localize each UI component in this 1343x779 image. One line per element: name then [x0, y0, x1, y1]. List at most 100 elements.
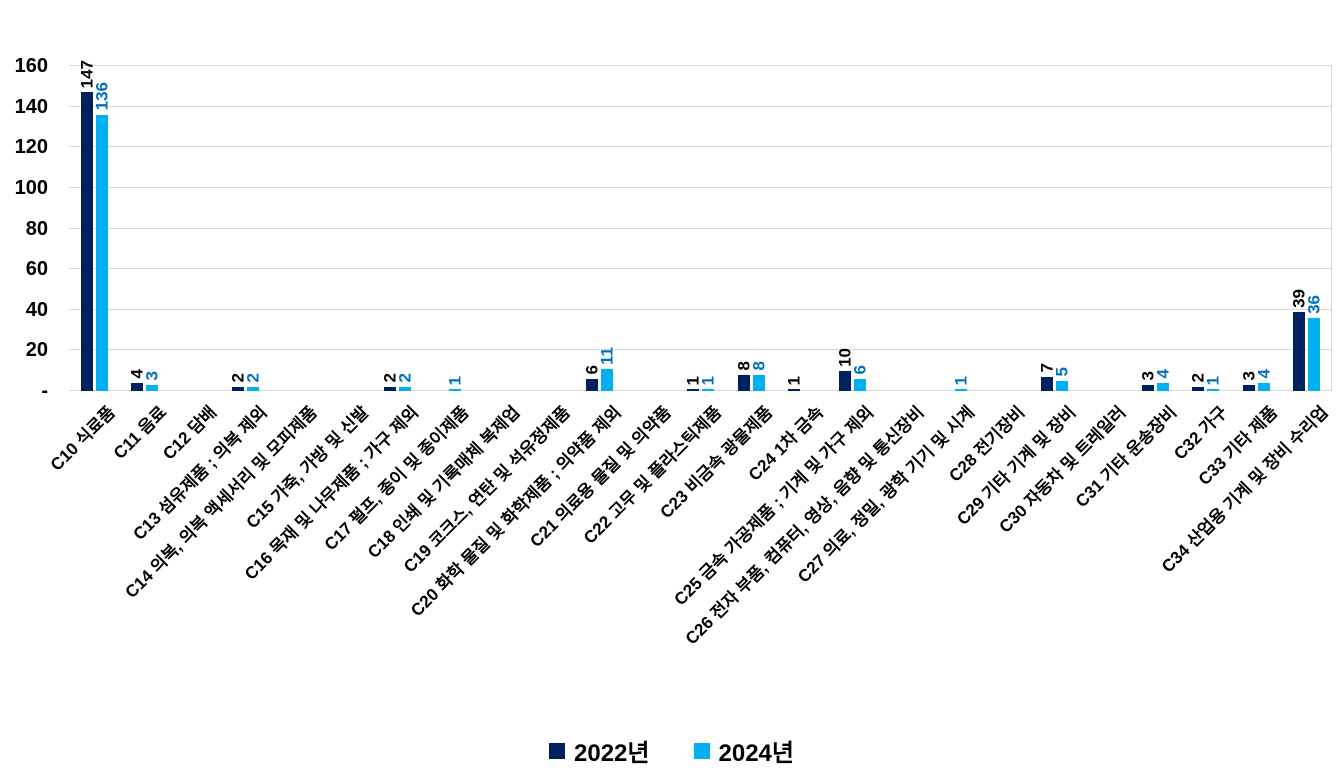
- bar-2024년: 1: [951, 376, 970, 391]
- legend-item-2024: 2024년: [693, 733, 794, 768]
- y-axis-tick-label: 100: [14, 176, 48, 199]
- bar-2022년: 147: [77, 60, 96, 391]
- bar-value-label-2024년: 136: [92, 82, 112, 111]
- bar-2022년: 2: [1189, 373, 1208, 391]
- category-slot: [877, 66, 928, 391]
- legend-label-2022: 2022년: [574, 740, 650, 767]
- bar-2022년: 8: [734, 361, 753, 391]
- bar-2022년: 10: [835, 348, 854, 391]
- y-axis-tick-label: 40: [25, 298, 48, 321]
- bar-2024년: 2: [244, 373, 263, 391]
- y-axis-tick-label: -: [41, 380, 48, 402]
- gridline: [69, 308, 1332, 310]
- bar-2022년: 7: [1037, 363, 1056, 391]
- bar-2024년: 136: [92, 82, 111, 391]
- bar-value-label-2024년: 2: [395, 373, 415, 383]
- bar-2024년: 1: [1204, 376, 1223, 391]
- bar-value-label-2024년: 4: [1153, 369, 1173, 379]
- bar-2022년: 3: [1138, 371, 1157, 391]
- y-axis-tick-label: 120: [14, 136, 48, 159]
- bar-value-label-2024년: 2: [243, 373, 263, 383]
- bar-value-label-2024년: 1: [445, 375, 465, 385]
- bar-2022년: 39: [1290, 289, 1309, 391]
- bar-value-label-2024년: 36: [1304, 294, 1324, 314]
- category-slot: 1: [928, 66, 979, 391]
- bar-2022년: 1: [683, 376, 702, 391]
- category-slot: 10 6: [827, 66, 878, 391]
- bar-2022년: 4: [128, 369, 147, 391]
- bar-2022년: 6: [582, 365, 601, 391]
- category-slot: 1: [776, 66, 827, 391]
- y-axis-tick-label: 80: [25, 217, 48, 240]
- bar-2024년: 11: [597, 347, 616, 391]
- bar-value-label-2024년: 8: [749, 361, 768, 371]
- category-slot: 6 11: [574, 66, 625, 391]
- gridline: [69, 268, 1332, 270]
- x-axis-baseline: [69, 390, 1332, 391]
- bar-value-label-2024년: 6: [850, 365, 870, 375]
- bar-value-label-2024년: 4: [1254, 369, 1274, 379]
- bar-value-label-2022년: 6: [582, 365, 602, 375]
- bar-2024년: 1: [446, 376, 465, 391]
- bar-value-label-2024년: 3: [142, 371, 162, 381]
- gridline: [69, 146, 1332, 148]
- y-axis-tick-label: 60: [25, 258, 48, 281]
- category-slot: [524, 66, 575, 391]
- legend: 2022년 2024년: [0, 733, 1343, 768]
- category-slot: [473, 66, 524, 391]
- gridline: [69, 186, 1332, 188]
- category-slot: [170, 66, 221, 391]
- category-slot: [271, 66, 322, 391]
- bar-2022년: 2: [380, 373, 399, 391]
- category-slot: [322, 66, 373, 391]
- bar-value-label-2024년: 1: [698, 375, 718, 385]
- bar-value-label-2022년: 1: [784, 375, 804, 385]
- bar-2024년: 3: [143, 371, 162, 391]
- bar-value-label-2024년: 1: [1203, 375, 1223, 385]
- legend-item-2022: 2022년: [549, 733, 650, 768]
- category-slot: [1079, 66, 1130, 391]
- category-slot: 1: [423, 66, 474, 391]
- gridline: [69, 349, 1332, 351]
- bar-2024년: 36: [1305, 295, 1324, 391]
- legend-swatch-2022: [549, 742, 566, 759]
- bar-2022년: 3: [1239, 371, 1258, 391]
- x-axis-category-label: C10 식료품: [47, 402, 120, 475]
- gridline: [69, 105, 1332, 107]
- bar-2022년: 1: [785, 376, 804, 391]
- gridline: [69, 227, 1332, 229]
- category-slot: [978, 66, 1029, 391]
- bar-2024년: 4: [1153, 369, 1172, 391]
- category-slot: 147 136: [69, 60, 120, 391]
- bar-2024년: 2: [395, 373, 414, 391]
- bar-2024년: 8: [749, 361, 768, 391]
- legend-label-2024: 2024년: [718, 740, 794, 767]
- bar-2024년: 1: [698, 376, 717, 391]
- bar-value-label-2024년: 11: [597, 346, 617, 365]
- legend-swatch-2024: [693, 742, 710, 759]
- bar-2024년: 4: [1254, 369, 1273, 391]
- y-axis-tick-label: 160: [14, 55, 48, 77]
- bar-2022년: 2: [229, 373, 248, 391]
- x-axis-category-label: C11 음료: [109, 402, 170, 463]
- gridline: [69, 65, 1332, 66]
- bar-2024년: 5: [1052, 367, 1071, 391]
- category-slot: 39 36: [1281, 66, 1332, 391]
- bar-2024년: 6: [850, 365, 869, 391]
- plot-area: 147 136 4 3 2 2 2 2 1 6 11 1 1 8 8 1 10 6 1 7 5 3 4 2 1 3 4 39 36: [69, 60, 1332, 391]
- bar-value-label-2022년: 10: [835, 347, 855, 367]
- y-axis-tick-label: 140: [14, 95, 48, 118]
- plot-right-border: [1331, 66, 1332, 391]
- bar-value-label-2024년: 1: [951, 375, 971, 385]
- category-slot: [625, 66, 676, 391]
